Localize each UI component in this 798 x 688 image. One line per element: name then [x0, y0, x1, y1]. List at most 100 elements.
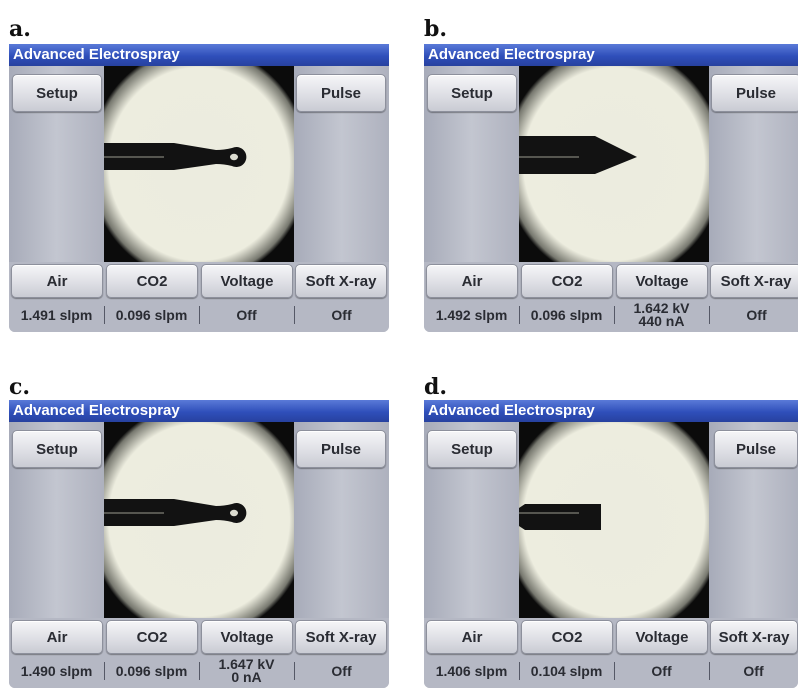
co2-flow-value: 0.104 slpm: [530, 662, 603, 679]
pulse-button[interactable]: Pulse: [296, 430, 386, 468]
co2-button[interactable]: CO2: [521, 620, 613, 654]
control-row: Air CO2 Voltage Soft X-ray 1.492 slpm 0.…: [424, 262, 798, 332]
control-row: Air CO2 Voltage Soft X-ray 1.491 slpm 0.…: [9, 262, 389, 332]
co2-flow-value: 0.096 slpm: [115, 306, 188, 323]
window-title: Advanced Electrospray: [424, 400, 798, 422]
air-flow-value: 1.492 slpm: [435, 306, 508, 323]
screen-panel-a: Advanced Electrospray Setup Pulse Air CO…: [9, 44, 389, 332]
co2-flow-readout: 0.096 slpm: [104, 300, 199, 330]
co2-button[interactable]: CO2: [106, 620, 198, 654]
divider: [519, 306, 520, 324]
divider: [294, 306, 295, 324]
voltage-value: Off: [236, 306, 257, 323]
voltage-readout: Off: [199, 300, 294, 330]
needle-bore-line: [519, 512, 579, 514]
air-flow-readout: 1.492 slpm: [424, 300, 519, 330]
soft-xray-value: Off: [746, 306, 767, 323]
air-flow-value: 1.490 slpm: [20, 662, 93, 679]
window-title: Advanced Electrospray: [424, 44, 798, 66]
soft-xray-value: Off: [743, 662, 764, 679]
soft-xray-readout: Off: [709, 300, 798, 330]
air-flow-readout: 1.406 slpm: [424, 656, 519, 686]
camera-view: [519, 66, 709, 262]
voltage-button[interactable]: Voltage: [201, 620, 293, 654]
divider: [519, 662, 520, 680]
soft-xray-value: Off: [331, 662, 352, 679]
setup-button[interactable]: Setup: [12, 74, 102, 112]
current-value: 440 nA: [638, 313, 685, 329]
panel-label-b: b.: [424, 16, 448, 42]
voltage-value: Off: [651, 662, 672, 679]
air-button[interactable]: Air: [11, 264, 103, 298]
voltage-button[interactable]: Voltage: [201, 264, 293, 298]
setup-button[interactable]: Setup: [12, 430, 102, 468]
setup-button[interactable]: Setup: [427, 430, 517, 468]
current-value: 0 nA: [231, 669, 262, 685]
air-button[interactable]: Air: [11, 620, 103, 654]
voltage-button[interactable]: Voltage: [616, 620, 708, 654]
needle-body: [104, 143, 247, 170]
control-row: Air CO2 Voltage Soft X-ray 1.406 slpm 0.…: [424, 618, 798, 688]
soft-xray-button[interactable]: Soft X-ray: [295, 264, 387, 298]
divider: [104, 662, 105, 680]
needle-tip-droplet: [230, 153, 238, 161]
window-title: Advanced Electrospray: [9, 400, 389, 422]
needle-body: [519, 136, 637, 174]
co2-button[interactable]: CO2: [106, 264, 198, 298]
co2-flow-readout: 0.104 slpm: [519, 656, 614, 686]
air-flow-value: 1.406 slpm: [435, 662, 508, 679]
capillary-needle: [104, 143, 247, 170]
needle-image: [519, 136, 637, 174]
needle-image: [104, 499, 247, 526]
soft-xray-readout: Off: [294, 656, 389, 686]
voltage-value: 1.647 kV: [218, 656, 275, 672]
capillary-needle: [519, 136, 637, 174]
voltage-button[interactable]: Voltage: [616, 264, 708, 298]
divider: [614, 306, 615, 324]
screen-panel-c: Advanced Electrospray Setup Pulse Air CO…: [9, 400, 389, 688]
camera-view: [104, 422, 294, 618]
co2-flow-readout: 0.096 slpm: [519, 300, 614, 330]
needle-bore-line: [519, 156, 579, 158]
divider: [709, 306, 710, 324]
co2-flow-value: 0.096 slpm: [115, 662, 188, 679]
control-row: Air CO2 Voltage Soft X-ray 1.490 slpm 0.…: [9, 618, 389, 688]
divider: [614, 662, 615, 680]
voltage-readout: 1.642 kV 440 nA: [614, 300, 709, 330]
camera-view: [104, 66, 294, 262]
soft-xray-readout: Off: [709, 656, 798, 686]
soft-xray-button[interactable]: Soft X-ray: [295, 620, 387, 654]
panel-label-d: d.: [424, 374, 448, 400]
voltage-value: 1.642 kV: [633, 300, 690, 316]
divider: [709, 662, 710, 680]
capillary-needle: [104, 499, 247, 526]
air-flow-readout: 1.491 slpm: [9, 300, 104, 330]
co2-button[interactable]: CO2: [521, 264, 613, 298]
air-button[interactable]: Air: [426, 264, 518, 298]
co2-flow-value: 0.096 slpm: [530, 306, 603, 323]
air-button[interactable]: Air: [426, 620, 518, 654]
screen-panel-d: Advanced Electrospray Setup Pulse Air CO…: [424, 400, 798, 688]
setup-button[interactable]: Setup: [427, 74, 517, 112]
divider: [294, 662, 295, 680]
pulse-button[interactable]: Pulse: [711, 74, 798, 112]
window-title: Advanced Electrospray: [9, 44, 389, 66]
screen-panel-b: Advanced Electrospray Setup Pulse Air CO…: [424, 44, 798, 332]
pulse-button[interactable]: Pulse: [296, 74, 386, 112]
soft-xray-button[interactable]: Soft X-ray: [710, 264, 798, 298]
needle-image: [519, 504, 601, 530]
co2-flow-readout: 0.096 slpm: [104, 656, 199, 686]
divider: [199, 662, 200, 680]
soft-xray-button[interactable]: Soft X-ray: [710, 620, 798, 654]
pulse-button[interactable]: Pulse: [714, 430, 798, 468]
needle-tip-droplet: [230, 509, 238, 517]
needle-image: [104, 143, 247, 170]
soft-xray-readout: Off: [294, 300, 389, 330]
air-flow-value: 1.491 slpm: [20, 306, 93, 323]
air-flow-readout: 1.490 slpm: [9, 656, 104, 686]
voltage-readout: Off: [614, 656, 709, 686]
needle-body: [104, 499, 247, 526]
panel-label-a: a.: [9, 16, 31, 42]
panel-label-c: c.: [9, 374, 31, 400]
soft-xray-value: Off: [331, 306, 352, 323]
